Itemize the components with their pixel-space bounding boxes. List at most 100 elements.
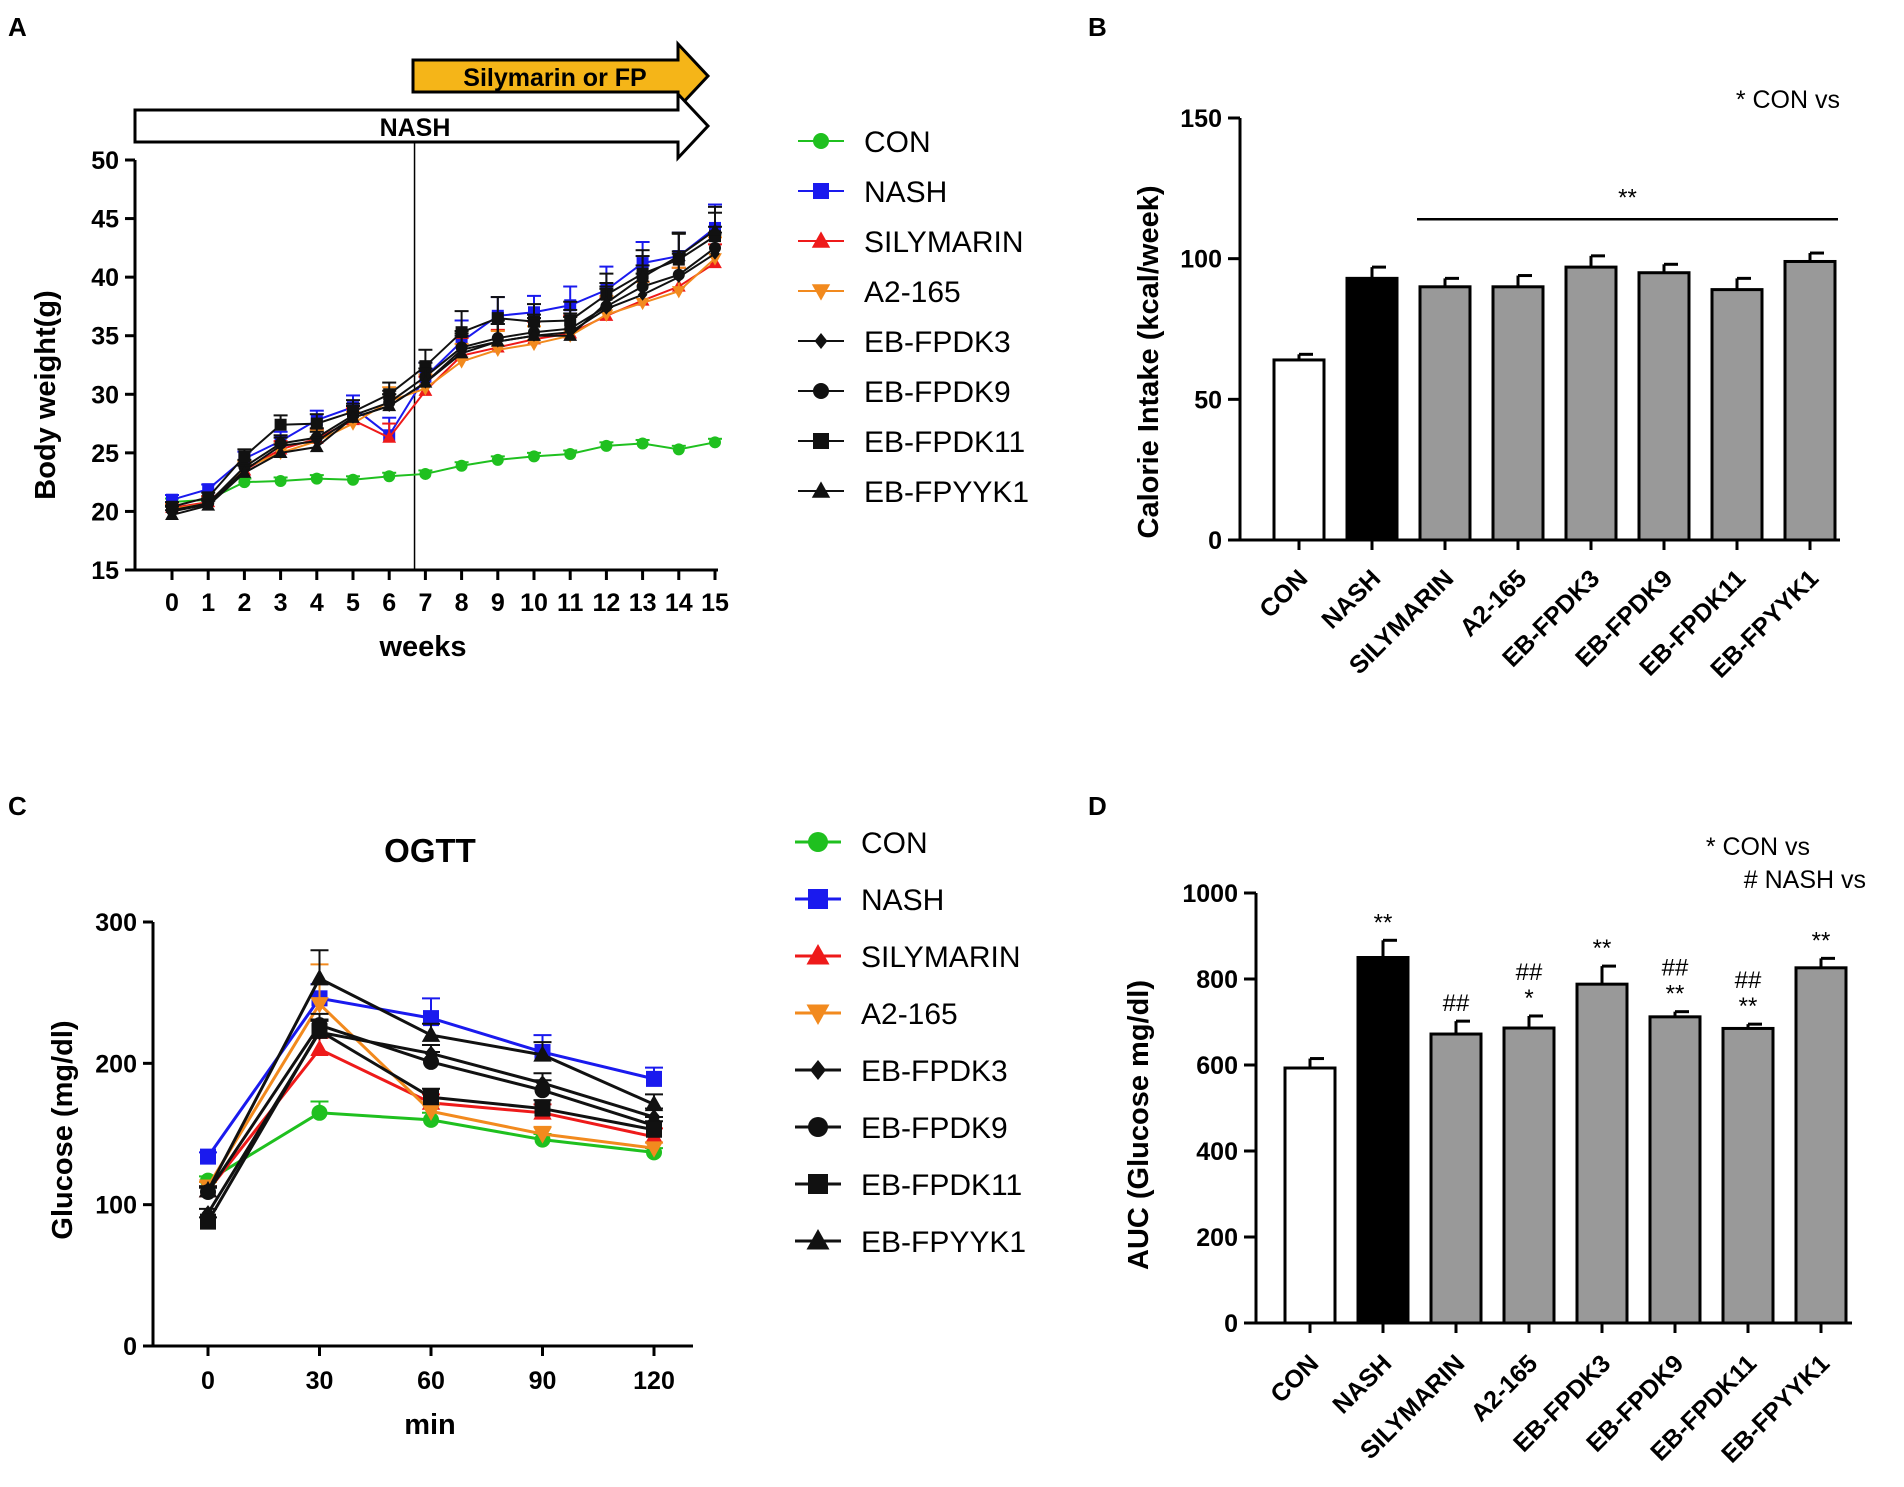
data-point: [533, 1127, 552, 1144]
x-tick-label: 8: [455, 589, 469, 617]
x-tick-label: NASH: [1327, 1349, 1397, 1419]
data-point: [672, 268, 685, 281]
data-point: [636, 280, 649, 293]
data-point: [423, 1053, 439, 1070]
legend-marker: [806, 1004, 830, 1025]
data-point: [238, 476, 251, 489]
series-eb-fpyyk1: [198, 949, 664, 1198]
data-point: [421, 1104, 441, 1121]
bar-eb-fpdk11: [1710, 288, 1764, 542]
legend-label: SILYMARIN: [864, 226, 1023, 259]
bar-a2-165: [1502, 1026, 1556, 1325]
legend-marker: [806, 1229, 830, 1250]
data-point: [310, 997, 329, 1014]
legend-marker: [811, 231, 831, 248]
bar-eb-fpdk3: [1575, 982, 1629, 1325]
x-tick-label: 11: [557, 589, 584, 617]
data-point: [274, 418, 287, 431]
x-tick-label: 9: [491, 589, 505, 617]
legend-item-nash: NASH: [798, 176, 947, 209]
data-point: [671, 248, 686, 262]
data-point: [311, 1104, 328, 1121]
nash-arrow: [133, 90, 711, 162]
panel-label-a: A: [8, 12, 27, 42]
chart-c-ogtt: OGTT 0 100 200 300 0 30 60 90 120 min Glucose (m…: [47, 827, 1026, 1441]
data-point: [490, 334, 505, 347]
bar-con: [1283, 1066, 1337, 1325]
y-tick-label: 1000: [1182, 880, 1238, 908]
x-tick-label: CON: [1265, 1349, 1324, 1408]
data-point: [709, 241, 721, 254]
y-tick-label: 25: [91, 440, 119, 468]
x-axis-label: min: [404, 1409, 456, 1441]
legend-label: CON: [864, 126, 931, 159]
series-eb-fpyyk1: [165, 205, 722, 521]
data-point: [646, 1070, 662, 1087]
y-tick-label: 0: [1224, 1310, 1238, 1338]
x-tick-label: 0: [201, 1367, 215, 1395]
legend-item-eb-fpdk11: EB-FPDK11: [798, 426, 1025, 459]
data-point: [310, 968, 329, 986]
data-point: [491, 312, 504, 325]
data-point: [273, 445, 288, 458]
significance-star: *: [1524, 985, 1533, 1012]
data-point: [455, 459, 468, 472]
legend-item-silymarin: SILYMARIN: [795, 941, 1020, 974]
data-point: [383, 470, 396, 483]
legend-marker: [813, 183, 829, 199]
legend-item-con: CON: [798, 126, 931, 159]
y-tick-label: 50: [1194, 386, 1222, 414]
series-line: [171, 235, 716, 508]
bar-nash: [1345, 276, 1399, 542]
data-point: [454, 356, 469, 369]
x-tick-label: 30: [306, 1367, 334, 1395]
legend-note-star: * CON vs: [1706, 833, 1810, 861]
significance-hash: ##: [1443, 990, 1470, 1017]
series-line: [171, 247, 716, 512]
legend-marker: [813, 133, 829, 149]
bar-eb-fpdk9: [1648, 1015, 1702, 1325]
series-line: [171, 441, 716, 504]
legend-label: NASH: [864, 176, 947, 209]
series-line: [171, 262, 716, 509]
significance-hash: ##: [1516, 959, 1543, 986]
data-point: [672, 443, 685, 456]
legend-marker: [808, 1117, 828, 1137]
data-point: [423, 1089, 439, 1106]
y-axis-label: Glucose (mg/dl): [47, 1020, 79, 1239]
legend-label: EB-FPDK3: [861, 1055, 1008, 1088]
x-tick-label: 120: [633, 1367, 675, 1395]
legend-label: CON: [861, 827, 928, 860]
nash-arrow-label: NASH: [380, 114, 451, 142]
data-point: [644, 1094, 664, 1112]
data-point: [309, 439, 324, 453]
y-tick-label: 35: [91, 323, 119, 351]
y-tick-label: 20: [91, 498, 119, 526]
treatment-arrow: [411, 40, 711, 112]
legend-item-nash: NASH: [795, 884, 944, 917]
x-tick-label: NASH: [1316, 564, 1386, 634]
x-tick-label: 0: [165, 589, 179, 617]
data-point: [198, 1180, 218, 1198]
panel-label-d: D: [1088, 791, 1107, 821]
data-point: [310, 472, 323, 485]
legend-item-a2-165: A2-165: [798, 276, 961, 309]
treatment-arrow-label: Silymarin or FP: [463, 64, 646, 92]
y-axis-label: Calorie Intake (kcal/week): [1133, 186, 1165, 539]
legend: CON NASH SILYMARIN A2-165 EB-FPDK3 EB-FPDK9 EB…: [795, 827, 1026, 1259]
data-point: [564, 448, 577, 461]
legend-item-eb-fpdk9: EB-FPDK9: [798, 376, 1011, 409]
y-tick-label: 0: [123, 1333, 137, 1361]
data-point: [644, 1141, 664, 1158]
legend-label: EB-FPDK9: [861, 1112, 1008, 1145]
legend-label: A2-165: [864, 276, 961, 309]
data-point: [237, 465, 252, 478]
data-point: [528, 450, 540, 463]
x-tick-label: 14: [665, 589, 693, 617]
significance-hash: ##: [1735, 967, 1762, 994]
data-point: [311, 1022, 328, 1039]
legend-item-con: CON: [795, 827, 928, 860]
data-point: [599, 309, 614, 322]
bar-a2-165: [1491, 285, 1545, 542]
data-point: [382, 430, 397, 443]
